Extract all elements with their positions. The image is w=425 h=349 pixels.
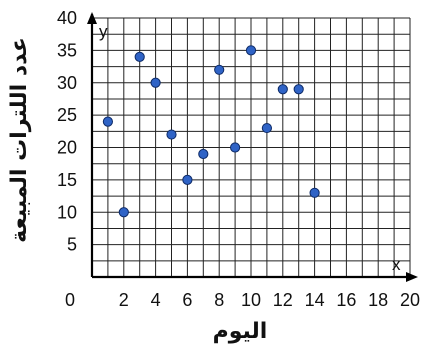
data-point xyxy=(214,64,225,75)
data-point xyxy=(309,187,320,198)
x-tick-label: 20 xyxy=(400,290,420,310)
axes xyxy=(87,12,418,282)
y-tick-label: 20 xyxy=(57,138,77,158)
x-tick-label: 12 xyxy=(273,290,293,310)
data-point xyxy=(134,51,145,62)
y-tick-labels: 5 10 15 20 25 30 35 40 xyxy=(57,8,77,255)
y-tick-label: 30 xyxy=(57,73,77,93)
data-point xyxy=(293,84,304,95)
y-axis-arrow xyxy=(87,12,97,24)
x-tick-label: 8 xyxy=(214,290,224,310)
x-tick-labels: 0 2 4 6 8 10 12 14 16 18 20 xyxy=(65,290,420,310)
x-tick-label: 6 xyxy=(182,290,192,310)
grid-lines xyxy=(91,17,411,278)
x-tick-label: 16 xyxy=(336,290,356,310)
y-tick-label: 35 xyxy=(57,40,77,60)
data-point xyxy=(198,148,209,160)
x-tick-label: 4 xyxy=(151,290,161,310)
y-axis-title: عدد اللترات المبيعة xyxy=(7,37,32,243)
y-tick-label: 40 xyxy=(57,8,77,28)
y-tick-label: 15 xyxy=(57,170,77,190)
y-tick-label: 5 xyxy=(67,235,77,255)
data-point xyxy=(261,122,272,134)
y-tick-label: 10 xyxy=(57,202,77,222)
data-point xyxy=(102,116,114,127)
data-point xyxy=(277,84,288,95)
x-tick-label: 10 xyxy=(241,290,261,310)
data-points xyxy=(102,45,320,218)
x-axis-title: اليوم xyxy=(213,319,268,344)
data-point xyxy=(230,142,241,153)
x-tick-label: 0 xyxy=(65,290,75,310)
x-axis-letter: x xyxy=(392,255,401,274)
data-point xyxy=(150,77,161,88)
x-axis-arrow xyxy=(406,272,418,282)
data-point xyxy=(118,207,129,218)
data-point xyxy=(245,45,257,56)
y-axis-letter: y xyxy=(99,22,108,41)
data-point xyxy=(182,174,193,185)
x-tick-label: 18 xyxy=(368,290,388,310)
x-tick-label: 2 xyxy=(119,290,129,310)
y-tick-label: 25 xyxy=(57,105,77,125)
data-point xyxy=(166,129,177,140)
x-tick-label: 14 xyxy=(305,290,325,310)
